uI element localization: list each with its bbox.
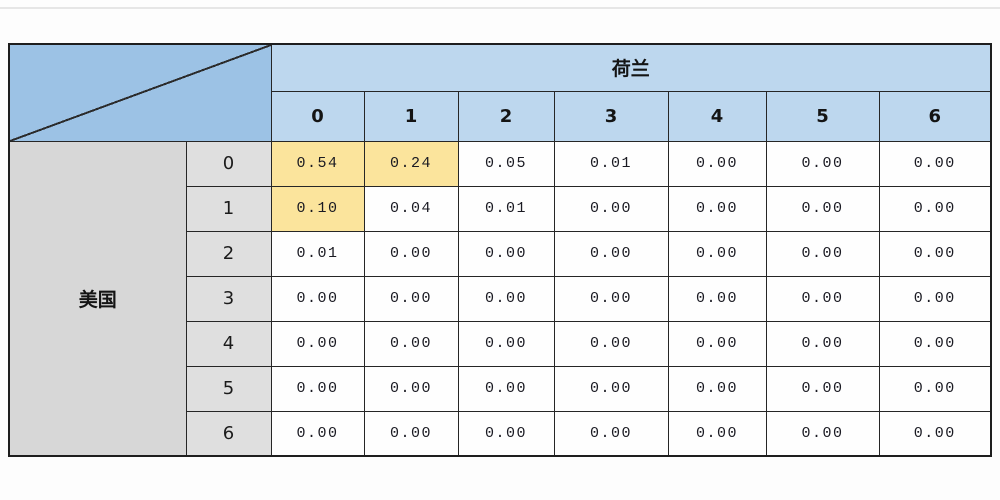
row-header-0: 0 (185, 140, 272, 187)
corner-diagonal-cell (8, 43, 272, 142)
data-cell: 0.00 (553, 320, 669, 367)
data-cell: 0.00 (363, 320, 459, 367)
data-cell: 0.00 (878, 230, 992, 277)
data-cell: 0.00 (457, 275, 555, 322)
row-header-6: 6 (185, 410, 272, 457)
data-cell: 0.00 (270, 275, 365, 322)
data-cell: 0.01 (270, 230, 365, 277)
data-cell: 0.00 (667, 185, 767, 232)
data-cell: 0.00 (878, 140, 992, 187)
data-cell: 0.00 (270, 320, 365, 367)
data-cell: 0.00 (765, 320, 880, 367)
data-cell: 0.04 (363, 185, 459, 232)
data-cell: 0.00 (553, 230, 669, 277)
data-cell: 0.00 (457, 320, 555, 367)
row-header-2: 2 (185, 230, 272, 277)
data-cell: 0.00 (457, 230, 555, 277)
col-header-2: 2 (457, 90, 555, 142)
data-cell: 0.00 (765, 140, 880, 187)
col-header-3: 3 (553, 90, 669, 142)
column-group-header-netherlands: 荷兰 (270, 43, 992, 92)
probability-table: 荷兰 0 1 2 3 4 5 6 美国 0 0.54 0.24 0.05 0.0… (8, 43, 993, 457)
data-cell: 0.24 (363, 140, 459, 187)
data-cell: 0.05 (457, 140, 555, 187)
col-header-5: 5 (765, 90, 880, 142)
data-cell: 0.00 (667, 320, 767, 367)
data-cell: 0.00 (765, 275, 880, 322)
data-cell: 0.00 (878, 410, 992, 457)
data-cell: 0.00 (765, 410, 880, 457)
col-header-4: 4 (667, 90, 767, 142)
data-cell: 0.00 (363, 230, 459, 277)
col-header-6: 6 (878, 90, 992, 142)
data-cell: 0.00 (878, 320, 992, 367)
data-cell: 0.00 (667, 275, 767, 322)
col-header-1: 1 (363, 90, 459, 142)
col-header-0: 0 (270, 90, 365, 142)
data-cell: 0.00 (363, 275, 459, 322)
data-cell: 0.00 (270, 365, 365, 412)
row-header-4: 4 (185, 320, 272, 367)
data-cell: 0.00 (667, 365, 767, 412)
data-cell: 0.00 (553, 410, 669, 457)
row-group-header-usa: 美国 (8, 140, 187, 457)
data-cell: 0.01 (457, 185, 555, 232)
data-cell: 0.01 (553, 140, 669, 187)
data-cell: 0.00 (667, 410, 767, 457)
data-cell: 0.00 (363, 365, 459, 412)
data-cell: 0.00 (667, 230, 767, 277)
data-cell: 0.00 (457, 410, 555, 457)
data-cell: 0.00 (765, 185, 880, 232)
data-cell: 0.00 (878, 275, 992, 322)
row-header-5: 5 (185, 365, 272, 412)
row-header-1: 1 (185, 185, 272, 232)
data-cell: 0.00 (878, 365, 992, 412)
data-cell: 0.00 (270, 410, 365, 457)
data-cell: 0.00 (363, 410, 459, 457)
data-cell: 0.00 (553, 275, 669, 322)
data-cell: 0.00 (457, 365, 555, 412)
data-cell: 0.00 (765, 365, 880, 412)
data-cell: 0.00 (553, 365, 669, 412)
data-cell: 0.54 (270, 140, 365, 187)
row-header-3: 3 (185, 275, 272, 322)
data-cell: 0.00 (765, 230, 880, 277)
data-cell: 0.00 (878, 185, 992, 232)
data-cell: 0.00 (553, 185, 669, 232)
data-cell: 0.10 (270, 185, 365, 232)
top-divider-line (0, 7, 1000, 9)
data-cell: 0.00 (667, 140, 767, 187)
